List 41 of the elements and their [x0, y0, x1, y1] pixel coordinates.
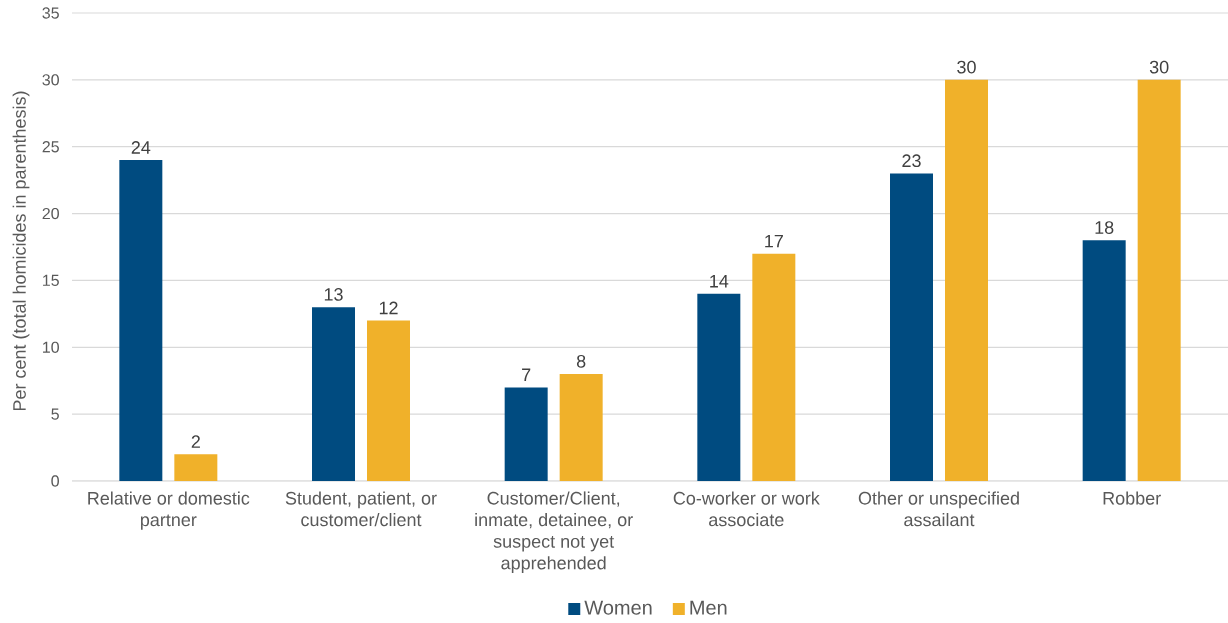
y-tick-label: 35 [42, 7, 59, 19]
x-tick-label: Co-worker or work associate [673, 491, 820, 527]
data-label: 12 [379, 301, 398, 315]
y-axis-title: Per cent (total homicides in parenthesis) [12, 91, 30, 411]
legend-label: Women [584, 600, 652, 615]
data-label: 30 [1149, 60, 1169, 74]
bar [1082, 240, 1126, 481]
y-tick-label: 5 [51, 408, 59, 420]
bar [752, 253, 796, 481]
data-label: 17 [765, 234, 783, 248]
bar [504, 387, 548, 481]
y-tick-label: 15 [43, 274, 59, 287]
x-tick-label: Other or unspecified assailant [858, 491, 1019, 527]
data-label: 7 [522, 368, 531, 381]
data-label: 14 [710, 275, 729, 288]
y-tick-label: 30 [42, 74, 59, 86]
data-label: 18 [1095, 221, 1114, 234]
data-label: 13 [324, 288, 343, 301]
x-tick-label: Robber [1103, 491, 1161, 505]
data-label: 23 [902, 154, 921, 168]
y-tick-label: 20 [42, 207, 59, 220]
data-label: 8 [576, 354, 586, 368]
x-tick-label: Relative or domestic partner [88, 491, 250, 530]
data-label: 30 [957, 60, 976, 74]
bar [174, 454, 218, 481]
legend-label: Men [690, 600, 727, 615]
bar [367, 320, 410, 481]
y-tick-label: 0 [51, 475, 59, 487]
data-label: 24 [131, 141, 151, 154]
bar [890, 173, 933, 481]
bar [697, 293, 741, 481]
x-tick-label: Student, patient, or customer/client [285, 491, 437, 527]
data-label: 2 [191, 435, 200, 448]
bar [1137, 79, 1181, 481]
bar [119, 160, 163, 481]
bar [945, 79, 988, 481]
bar [559, 374, 603, 481]
y-tick-label: 10 [43, 341, 59, 353]
x-tick-label: Customer/Client, inmate, detainee, or suspect not yet apprehended [475, 491, 633, 573]
bar [312, 307, 356, 481]
y-tick-label: 25 [42, 141, 59, 153]
